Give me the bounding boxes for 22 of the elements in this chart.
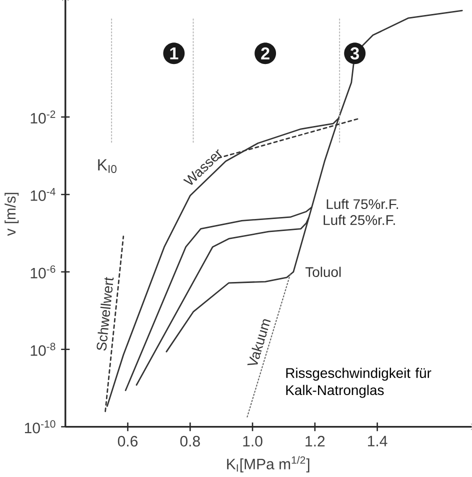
- series-label: Toluol: [306, 266, 341, 278]
- annotation: Rissgeschwindigkeit für Kalk-Natronglas: [286, 368, 432, 398]
- y-tick-label: 10$^{-8}$: [30, 342, 56, 356]
- annotation: 3: [350, 47, 360, 60]
- x-tick-label: 1.2: [306, 436, 325, 446]
- y-tick-label: 10$^{-6}$: [30, 265, 56, 278]
- x-axis-title: K$_{I}$[MPa m$^{1/2}$]: [227, 456, 310, 472]
- x-tick-label: 1.4: [368, 436, 388, 446]
- series-label: Luft 75%r.F.: [326, 198, 398, 210]
- y-tick-label: 10$^{-10}$: [25, 420, 56, 434]
- y-axis-title: v [m/s]: [4, 192, 19, 236]
- x-tick-label: 1.0: [243, 436, 263, 447]
- x-tick-label: 0.6: [118, 436, 138, 447]
- y-tick-label: 10$^{-4}$: [30, 188, 56, 201]
- annotation: 2: [261, 47, 270, 60]
- series-label: Luft 25%r.F.: [324, 214, 396, 226]
- annotation: K$_{I0}$: [98, 159, 117, 173]
- y-tick-label: 10$^{-2}$: [30, 110, 56, 124]
- text: Vakuum: [247, 319, 271, 366]
- x-tick-label: 0.8: [180, 436, 200, 447]
- text: Schwellwert: [96, 277, 114, 351]
- annotation: 1: [170, 47, 178, 60]
